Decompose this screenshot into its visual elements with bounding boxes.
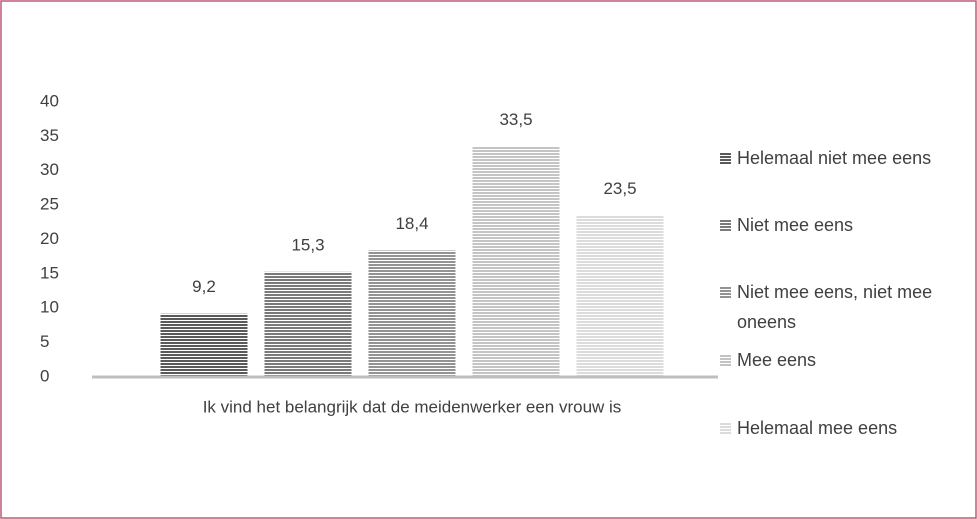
legend-entry: Helemaal mee eens xyxy=(720,413,970,443)
legend-entry: Niet mee eens, niet mee oneens xyxy=(720,277,970,337)
legend-swatch xyxy=(720,220,731,231)
data-label: 9,2 xyxy=(192,277,216,296)
legend-swatch xyxy=(720,355,731,366)
y-tick-label: 35 xyxy=(40,126,59,145)
legend-label: Mee eens xyxy=(737,350,817,370)
y-tick-label: 25 xyxy=(40,195,59,214)
legend-swatch xyxy=(720,153,731,164)
legend-entry: Niet mee eens xyxy=(720,210,970,240)
bar xyxy=(368,250,456,377)
legend-label: Helemaal niet mee eens xyxy=(737,148,932,168)
legend-swatch xyxy=(720,423,731,434)
data-label: 23,5 xyxy=(603,179,636,198)
data-label: 18,4 xyxy=(395,214,428,233)
bar xyxy=(472,146,560,377)
data-label: 15,3 xyxy=(291,235,324,254)
x-tick-label: Ik vind het belangrijk dat de meidenwerk… xyxy=(203,397,622,416)
bar xyxy=(160,313,248,377)
legend-entry: Mee eens xyxy=(720,345,970,375)
y-tick-label: 20 xyxy=(40,229,59,248)
legend-swatch xyxy=(720,287,731,298)
bar xyxy=(576,215,664,377)
data-label: 33,5 xyxy=(499,110,532,129)
y-tick-label: 5 xyxy=(40,332,49,351)
y-tick-label: 15 xyxy=(40,263,59,282)
bar xyxy=(264,271,352,377)
legend-label: Helemaal mee eens xyxy=(737,418,898,438)
y-tick-label: 0 xyxy=(40,366,49,385)
y-tick-label: 40 xyxy=(40,91,59,110)
legend-entry: Helemaal niet mee eens xyxy=(720,143,970,173)
legend-label: Niet mee eens, niet mee oneens xyxy=(737,282,933,332)
y-tick-label: 10 xyxy=(40,298,59,317)
y-tick-label: 30 xyxy=(40,160,59,179)
legend-label: Niet mee eens xyxy=(737,215,854,235)
